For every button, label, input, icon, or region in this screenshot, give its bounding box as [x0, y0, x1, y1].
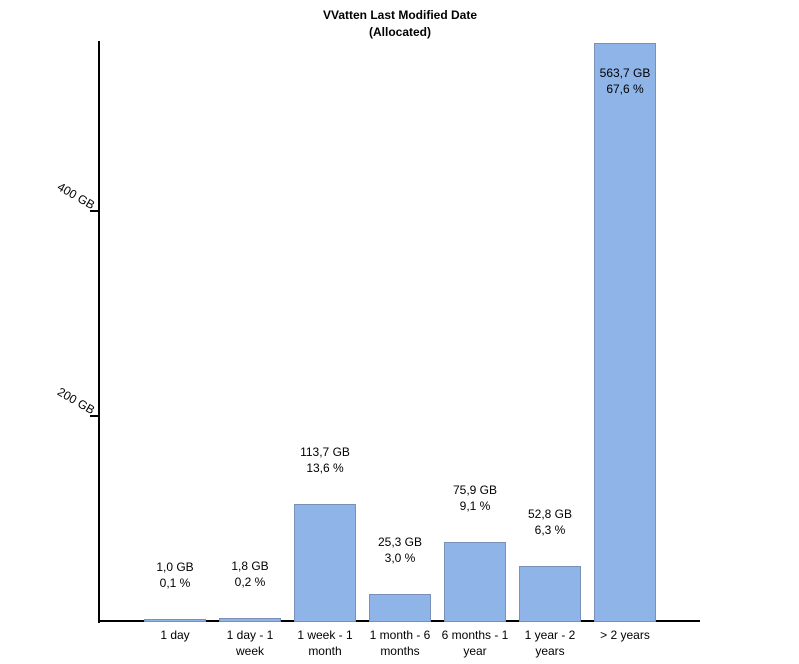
bar-percent-value: 6,3 %	[534, 523, 566, 537]
bar-6-months-1-year	[444, 542, 506, 622]
bar-size-value: 52,8 GB	[527, 507, 573, 521]
bar-value-label-1-year-2-years: 52,8 GB 6,3 %	[490, 506, 610, 538]
bar-value-label-1-day-1-week: 1,8 GB 0,2 %	[190, 558, 310, 590]
bar-size-value: 25,3 GB	[377, 535, 423, 549]
bar-2-years	[594, 43, 656, 622]
bar-1-month-6-months	[369, 594, 431, 622]
bar-value-label-1-week-1-month: 113,7 GB 13,6 %	[265, 444, 385, 476]
bar-size-value: 1,8 GB	[231, 559, 269, 573]
bar-value-label-1-month-6-months: 25,3 GB 3,0 %	[340, 534, 460, 566]
bar-percent-value: 0,2 %	[234, 575, 266, 589]
bar-1-day-1-week	[219, 618, 281, 622]
chart-title: VVatten Last Modified Date	[322, 8, 478, 22]
y-tick-label-400gb: 400 GB	[55, 179, 98, 213]
y-tick-400gb	[90, 210, 99, 212]
bar-value-label-2-years: 563,7 GB 67,6 %	[565, 65, 685, 97]
x-category-label-2-years: > 2 years	[600, 628, 650, 642]
bar-value-label-1-day: 1,0 GB 0,1 %	[115, 559, 235, 591]
x-category-label-1-week-1-month: 1 week - 1 month	[297, 628, 353, 658]
bar-1-day	[144, 619, 206, 622]
bar-percent-value: 0,1 %	[159, 576, 191, 590]
bar-1-week-1-month	[294, 504, 356, 622]
bar-1-year-2-years	[519, 566, 581, 622]
chart-title-block: VVatten Last Modified Date (Allocated)	[100, 7, 700, 41]
bar-percent-value: 13,6 %	[306, 461, 344, 475]
y-tick-label-200gb: 200 GB	[55, 384, 98, 418]
x-category-label-1-day: 1 day	[160, 628, 190, 642]
y-axis-line	[98, 41, 100, 623]
x-category-label-1-month-6-months: 1 month - 6 months	[369, 628, 431, 658]
bar-size-value: 75,9 GB	[452, 483, 498, 497]
chart-subtitle: (Allocated)	[368, 25, 431, 39]
bar-percent-value: 67,6 %	[606, 82, 644, 96]
bar-percent-value: 9,1 %	[459, 499, 491, 513]
x-category-label-6-months-1-year: 6 months - 1 year	[441, 628, 509, 658]
x-category-label-1-day-1-week: 1 day - 1 week	[226, 628, 274, 658]
bar-size-value: 1,0 GB	[156, 560, 194, 574]
bar-size-value: 563,7 GB	[599, 66, 651, 80]
bar-value-label-6-months-1-year: 75,9 GB 9,1 %	[415, 482, 535, 514]
bar-size-value: 113,7 GB	[300, 445, 350, 459]
y-tick-200gb	[90, 415, 99, 417]
bar-percent-value: 3,0 %	[384, 551, 416, 565]
x-category-label-1-year-2-years: 1 year - 2 years	[524, 628, 576, 658]
